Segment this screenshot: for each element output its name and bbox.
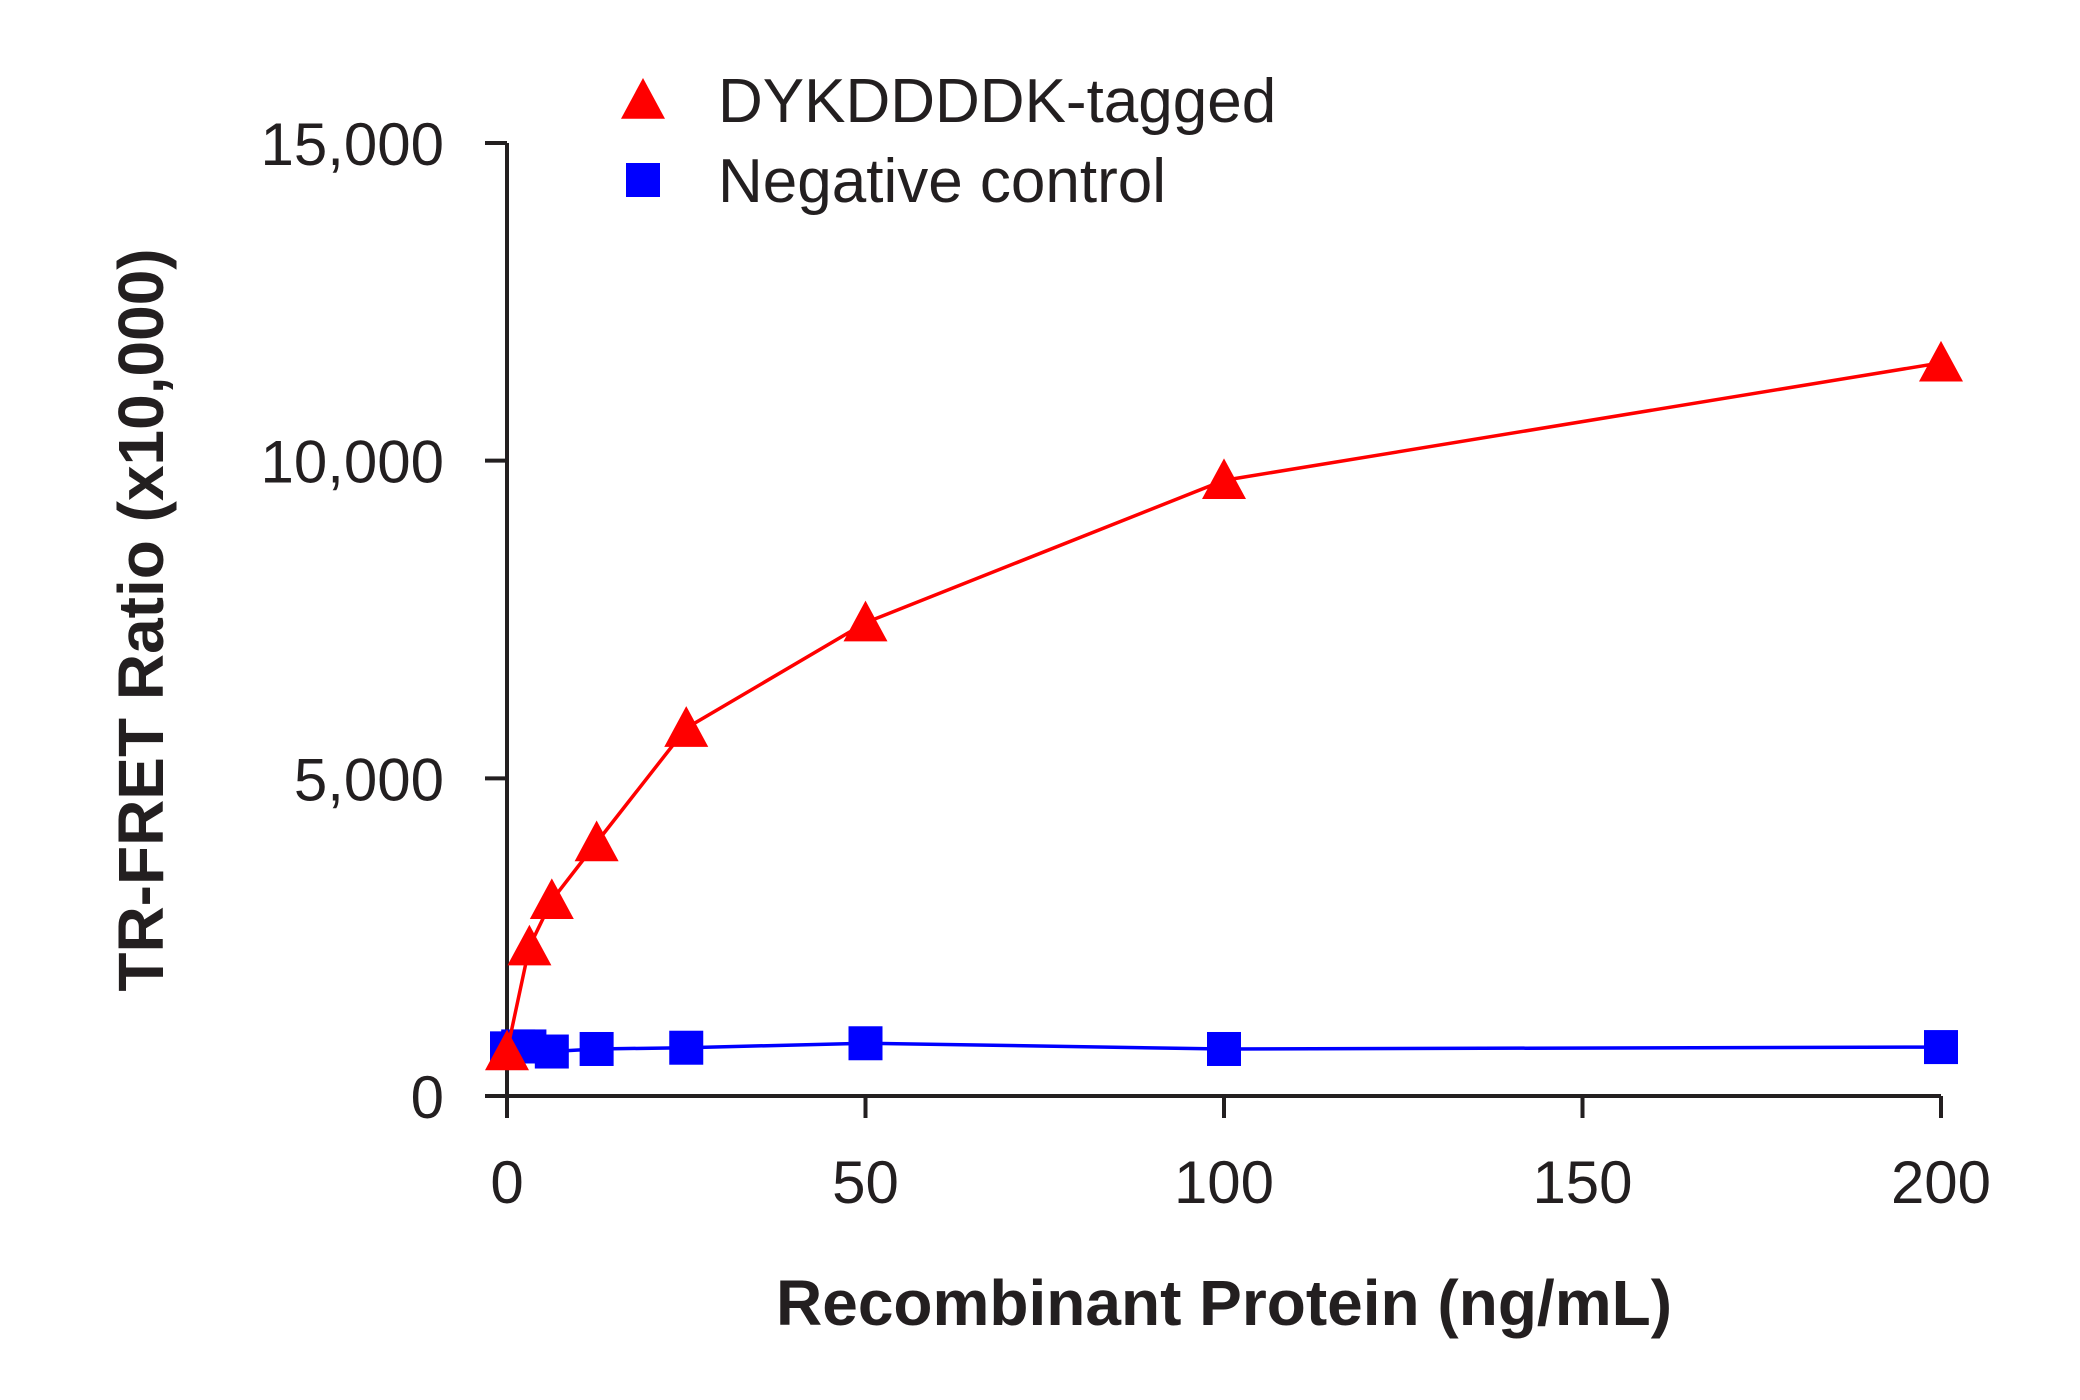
data-point-square bbox=[626, 163, 660, 197]
data-point-square bbox=[669, 1030, 704, 1065]
data-point-square bbox=[848, 1026, 883, 1061]
x-tick-label: 150 bbox=[1532, 1149, 1632, 1216]
x-tick-label: 200 bbox=[1891, 1149, 1991, 1216]
y-tick-label: 5,000 bbox=[294, 746, 444, 813]
data-point-triangle bbox=[485, 1029, 529, 1071]
data-point-triangle bbox=[664, 706, 709, 747]
series-dykddddk-tagged bbox=[485, 340, 1963, 1071]
legend-label: Negative control bbox=[718, 147, 1166, 216]
series-layer bbox=[485, 340, 1963, 1071]
legend: DYKDDDDK-tagged Negative control bbox=[621, 67, 1276, 216]
x-tick-label: 100 bbox=[1174, 1149, 1274, 1216]
data-point-triangle bbox=[529, 878, 574, 920]
y-tick-label: 15,000 bbox=[260, 111, 444, 178]
data-point-square bbox=[1207, 1031, 1241, 1066]
data-point-triangle bbox=[574, 820, 619, 862]
x-tick-label: 50 bbox=[832, 1149, 899, 1216]
x-axis-label: Recombinant Protein (ng/mL) bbox=[776, 1267, 1672, 1339]
data-point-square bbox=[1924, 1030, 1958, 1065]
legend-item: DYKDDDDK-tagged bbox=[621, 67, 1276, 136]
y-tick-label: 0 bbox=[411, 1064, 444, 1131]
legend-label: DYKDDDDK-tagged bbox=[718, 67, 1276, 136]
x-tick-label: 0 bbox=[490, 1149, 523, 1216]
data-point-square bbox=[579, 1031, 614, 1066]
data-point-triangle bbox=[1919, 340, 1963, 382]
data-point-triangle bbox=[1202, 458, 1246, 500]
data-point-triangle bbox=[621, 78, 665, 119]
series-negative-control bbox=[490, 1026, 1958, 1069]
data-point-triangle bbox=[507, 924, 552, 966]
y-tick-label: 10,000 bbox=[260, 429, 444, 496]
y-axis-label: TR-FRET Ratio (x10,000) bbox=[105, 248, 177, 991]
data-point-triangle bbox=[843, 600, 888, 642]
data-point-square bbox=[534, 1034, 569, 1069]
axes: 0 50 100 150 200 0 5,000 10,000 15,000 bbox=[260, 111, 1991, 1216]
legend-item: Negative control bbox=[626, 147, 1166, 216]
